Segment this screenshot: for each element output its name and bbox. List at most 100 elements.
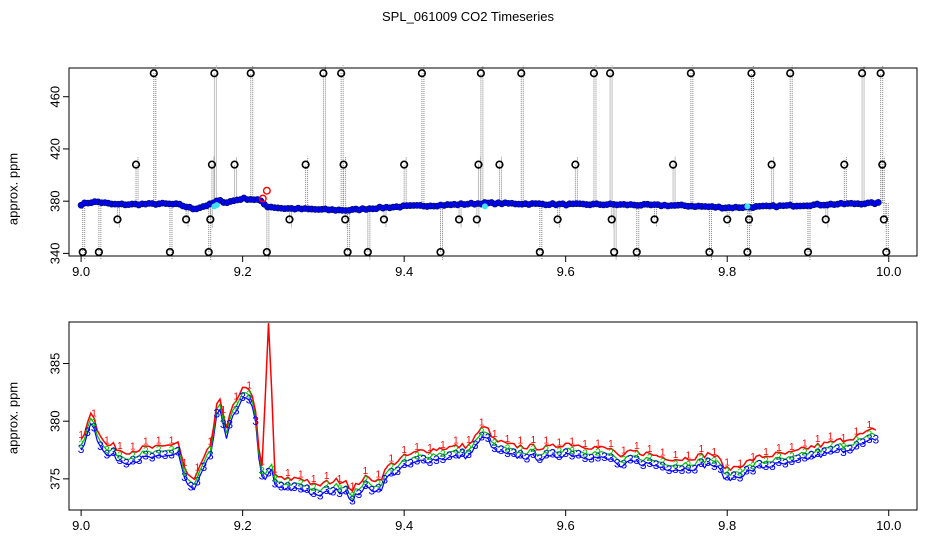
series-marker: 3 [788, 454, 795, 468]
series-marker: 1 [440, 440, 446, 451]
y-tick-label: 380 [47, 410, 62, 432]
series-marker: 1 [259, 457, 265, 468]
series-marker: 2 [143, 446, 149, 457]
series-marker: 3 [737, 470, 744, 484]
series-marker: 1 [789, 442, 795, 453]
series-marker: 3 [536, 452, 543, 466]
outlier-point [607, 215, 616, 224]
series-marker: 2 [841, 442, 847, 453]
series-marker: 3 [291, 480, 298, 494]
series-marker: 3 [646, 456, 653, 470]
series-marker: 1 [350, 482, 356, 493]
series-marker: 1 [776, 443, 782, 454]
series-marker: 2 [414, 451, 420, 462]
series-marker: 3 [866, 432, 873, 446]
series-marker: 3 [220, 417, 227, 431]
series-marker: 3 [420, 453, 427, 467]
series-marker: 1 [220, 405, 226, 416]
outlier-point [650, 215, 659, 224]
outlier-point [454, 215, 464, 224]
outlier-point [472, 215, 481, 224]
series-marker: 3 [524, 451, 531, 465]
series-marker: 3 [459, 446, 466, 460]
series-marker: 2 [776, 452, 782, 463]
highlighted-point [213, 202, 220, 209]
series-marker: 1 [505, 434, 511, 445]
series-marker: 3 [620, 458, 627, 472]
outlier-point [207, 160, 217, 169]
series-marker: 3 [834, 442, 841, 456]
series-marker: 3 [504, 446, 511, 460]
series-marker: 1 [78, 430, 84, 441]
series-marker: 1 [724, 457, 730, 468]
x-tick-label: 9.2 [234, 518, 252, 533]
series-marker: 3 [155, 448, 162, 462]
outlier-point [495, 160, 504, 169]
series-marker: 3 [640, 458, 647, 472]
y-tick-label: 380 [47, 190, 62, 212]
x-tick-label: 9.0 [72, 264, 90, 279]
series-marker: 3 [162, 448, 169, 462]
series-marker: 1 [492, 429, 498, 440]
series-marker: 2 [272, 474, 278, 485]
series-marker: 2 [647, 453, 653, 464]
series-marker: 3 [388, 465, 395, 479]
series-marker: 3 [769, 459, 776, 473]
x-axis: 9.0 9.2 9.4 9.6 9.8 10.0 [72, 510, 901, 533]
series-marker: 3 [362, 478, 369, 492]
x-tick-label: 9.8 [718, 264, 736, 279]
series-marker: 1 [246, 380, 252, 391]
series-marker: 3 [478, 430, 485, 444]
series-marker: 3 [711, 459, 718, 473]
outlier-point [379, 215, 389, 224]
outlier-point [246, 69, 255, 78]
series-marker: 3 [440, 452, 447, 466]
series-marker: 3 [847, 442, 854, 456]
series-marker: 2 [156, 445, 162, 456]
series-marker: 3 [407, 457, 414, 471]
outlier-point [113, 215, 122, 224]
series-marker: 2 [285, 477, 291, 488]
y-axis: 340 380 420 460 [47, 86, 69, 264]
series-marker: 1 [285, 468, 291, 479]
series-marker: 3 [808, 448, 815, 462]
chart-title: SPL_061009 CO2 Timeseries [382, 9, 554, 24]
x-tick-label: 9.2 [234, 264, 252, 279]
series-marker: 2 [195, 472, 201, 483]
series-marker: 3 [349, 494, 356, 508]
series-marker: 3 [123, 457, 130, 471]
outlier-point [149, 69, 158, 78]
outlier-point [363, 247, 372, 257]
series-marker: 3 [446, 449, 453, 463]
series-marker: 2 [763, 456, 769, 467]
series-marker: 3 [136, 453, 143, 467]
panel-bottom: 9.0 9.2 9.4 9.6 9.8 10.0 375 380 385 approx. ppm 3… [5, 321, 918, 533]
series-line-3 [80, 397, 877, 503]
x-tick-label: 10.0 [876, 518, 901, 533]
series-marker: 3 [278, 479, 285, 493]
series-marker: 1 [337, 474, 343, 485]
series-marker: 3 [323, 483, 330, 497]
series-marker: 3 [588, 452, 595, 466]
series-marker: 3 [653, 458, 660, 472]
flagged-point [258, 194, 267, 203]
series-marker: 3 [569, 449, 576, 463]
series-marker: 1 [686, 451, 692, 462]
series-marker: 1 [156, 436, 162, 447]
series-marker: 3 [104, 448, 111, 462]
outlier-point [786, 69, 795, 78]
series-marker: 3 [498, 443, 505, 457]
series-marker: 3 [530, 447, 537, 461]
data-point [874, 199, 882, 206]
series-marker: 2 [569, 446, 575, 457]
series-marker: 3 [756, 458, 763, 472]
flagged-point [262, 186, 271, 195]
y-tick-label: 460 [47, 86, 62, 108]
series-marker: 2 [78, 439, 84, 450]
series-marker: 1 [182, 458, 188, 469]
series-marker: 3 [872, 433, 879, 447]
series-marker: 2 [453, 445, 459, 456]
series-marker: 3 [633, 453, 640, 467]
series-marker: 3 [717, 462, 724, 476]
